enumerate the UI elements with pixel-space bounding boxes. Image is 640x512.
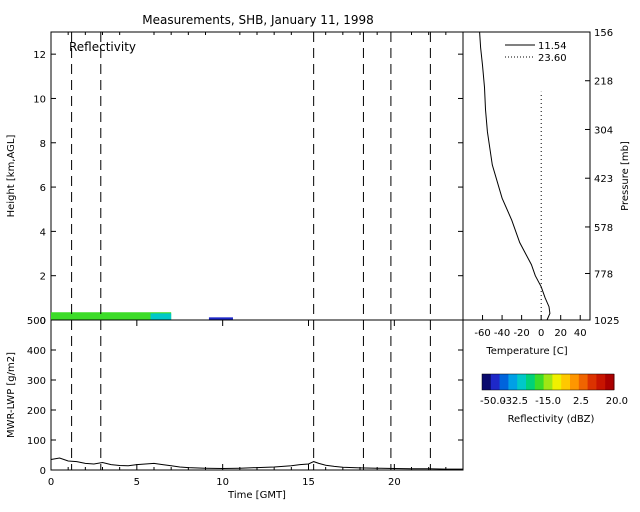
pressure-tick-label: 218 — [594, 77, 613, 88]
lwp-x-tick-label: 5 — [134, 477, 140, 488]
lwp-x-ticks: 0 5 10 15 20 — [48, 32, 447, 488]
reflectivity-echo — [208, 317, 233, 320]
legend-label-solid: 11.54 — [538, 41, 567, 52]
pressure-tick-label: 304 — [594, 125, 613, 136]
temperature-tick-label: -20 — [513, 328, 529, 339]
legend-label-dotted: 23.60 — [538, 53, 567, 64]
refl-y-tick-label: 12 — [33, 50, 46, 61]
colorbar-cells — [481, 373, 615, 391]
colorbar-tick-label: 20.0 — [606, 396, 628, 407]
lwp-y-ticks: 0 100 200 300 400 500 — [27, 316, 463, 477]
reflectivity-echo — [150, 313, 172, 320]
sounding-frame — [462, 31, 591, 321]
lwp-y-tick-label: 100 — [27, 436, 46, 447]
reflectivity-echo — [51, 312, 172, 320]
reflectivity-y-axis-label: Height [km,AGL] — [6, 135, 17, 218]
pressure-tick-label: 423 — [594, 174, 613, 185]
sounding-panel: Temperature [C] Pressure [mb] 156 218 304 4… — [462, 28, 631, 357]
sounding-pressure-ticks: 156 218 304 423 578 778 1025 — [585, 28, 619, 327]
colorbar-cell — [561, 374, 571, 390]
refl-y-tick-label: 6 — [40, 183, 46, 194]
sounding-profile-solid — [479, 31, 551, 321]
colorbar-cell — [570, 374, 580, 390]
lwp-series-line — [50, 457, 463, 470]
sounding-temperature-ticks: -60 -40 -20 0 20 40 — [474, 315, 587, 339]
lwp-x-tick-label: 0 — [48, 477, 54, 488]
colorbar-cell — [552, 374, 562, 390]
pressure-tick-label: 778 — [594, 269, 613, 280]
colorbar-tick-label: 2.5 — [573, 396, 589, 407]
colorbar-cell — [596, 374, 606, 390]
lwp-x-tick-label: 20 — [388, 477, 401, 488]
colorbar-cell — [499, 374, 509, 390]
colorbar-title: Reflectivity (dBZ) — [508, 414, 595, 425]
refl-y-tick-label: 2 — [40, 272, 46, 283]
pressure-tick-label: 578 — [594, 223, 613, 234]
lwp-panel: MWR-LWP [g/m2] Time [GMT] 01002003004005… — [6, 32, 464, 501]
pressure-tick-label: 1025 — [594, 316, 619, 327]
colorbar-cell — [587, 374, 597, 390]
colorbar-frame — [481, 373, 615, 391]
colorbar-cell — [605, 374, 615, 390]
refl-y-tick-label: 10 — [33, 94, 46, 105]
temperature-tick-label: 0 — [538, 328, 544, 339]
colorbar-cell — [543, 374, 553, 390]
lwp-y-axis-label: MWR-LWP [g/m2] — [6, 352, 17, 438]
refl-y-tick-label: 8 — [40, 139, 46, 150]
colorbar-cell — [490, 374, 501, 390]
refl-y-tick-label: 0 — [40, 316, 46, 327]
colorbar-cell — [517, 374, 527, 390]
reflectivity-panel: Reflectivity Height [km,AGL] 0 2 4 6 8 10 12 — [6, 31, 464, 327]
lwp-y-tick-label: 200 — [27, 406, 46, 417]
colorbar-cell — [578, 374, 589, 390]
sounding-legend: 11.54 23.60 — [505, 41, 567, 64]
colorbar-tick-label: -50.0 — [480, 396, 506, 407]
colorbar-tick-label: -32.5 — [502, 396, 528, 407]
lwp-event-lines — [71, 320, 431, 470]
colorbar-cell — [534, 374, 545, 390]
lwp-y-tick-label: 300 — [27, 376, 46, 387]
pressure-tick-label: 156 — [594, 28, 613, 39]
lwp-x-tick-label: 15 — [302, 477, 315, 488]
temperature-tick-label: -60 — [474, 328, 490, 339]
colorbar-cell — [482, 374, 492, 390]
temperature-tick-label: 20 — [554, 328, 567, 339]
reflectivity-panel-label: Reflectivity — [69, 40, 136, 54]
reflectivity-data — [51, 312, 233, 320]
temperature-tick-label: -40 — [494, 328, 510, 339]
colorbar-tick-labels: -50.0-32.5 -15.0 2.5 20.0 — [480, 396, 628, 407]
lwp-x-axis-label: Time [GMT] — [227, 490, 286, 501]
temperature-tick-label: 40 — [574, 328, 587, 339]
sounding-y-axis-label: Pressure [mb] — [620, 141, 631, 211]
lwp-y-tick-label: 500 — [27, 316, 46, 327]
refl-y-tick-label: 4 — [40, 227, 46, 238]
lwp-y-tick-label: 400 — [27, 346, 46, 357]
figure-title: Measurements, SHB, January 11, 1998 — [142, 13, 374, 27]
lwp-y-tick-label: 0 — [40, 466, 46, 477]
sounding-data — [479, 31, 551, 321]
reflectivity-colorbar: -50.0-32.5 -15.0 2.5 20.0 Reflectivity (dBZ… — [480, 373, 628, 425]
colorbar-cell — [526, 374, 536, 390]
lwp-x-tick-label: 10 — [216, 477, 229, 488]
sounding-x-axis-label: Temperature [C] — [485, 346, 567, 357]
reflectivity-event-lines — [71, 32, 431, 320]
lwp-data — [50, 457, 463, 470]
colorbar-tick-label: -15.0 — [535, 396, 561, 407]
colorbar-cell — [508, 374, 518, 390]
